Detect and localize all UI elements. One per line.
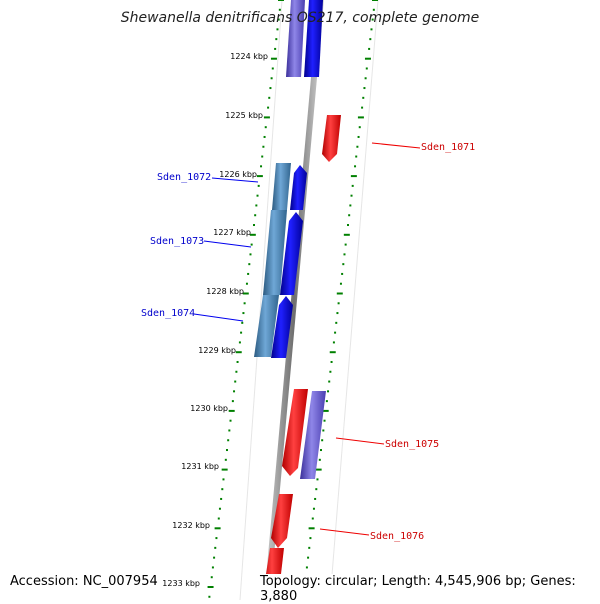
gene-sden-1075-red[interactable]: [282, 389, 308, 476]
map-title: Shewanella denitrificans OS217, complete…: [120, 10, 480, 26]
label-sden-1075[interactable]: Sden_1075: [385, 439, 439, 450]
label-sden-1074[interactable]: Sden_1074: [141, 308, 195, 319]
tick-label-1232: 1232 kbp: [172, 521, 210, 530]
tick-label-1228: 1228 kbp: [206, 287, 244, 296]
gene-sden-1074-steel[interactable]: [254, 295, 279, 357]
leader-sden-1073: [203, 240, 252, 248]
leader-sden-1075: [335, 437, 385, 445]
tick-label-1226: 1226 kbp: [219, 170, 257, 179]
label-sden-1071[interactable]: Sden_1071: [421, 142, 475, 153]
tick-label-1224: 1224 kbp: [230, 52, 268, 61]
gene-sden-1073-steel[interactable]: [263, 210, 287, 295]
tick-label-1225: 1225 kbp: [225, 111, 263, 120]
label-sden-1076[interactable]: Sden_1076: [370, 531, 424, 542]
gene-sden-1071[interactable]: [322, 115, 341, 162]
gene-labels: Sden_1071 Sden_1072 Sden_1073 Sden_1074 …: [141, 142, 475, 542]
leader-sden-1071: [371, 142, 421, 149]
scale-ticks-left: [207, 0, 284, 598]
label-sden-1072[interactable]: Sden_1072: [157, 172, 211, 183]
gene-sden-1073-blue[interactable]: [280, 212, 303, 295]
tick-label-1227: 1227 kbp: [213, 228, 251, 237]
tick-label-1231: 1231 kbp: [181, 462, 219, 471]
gene-sden-1072-steel[interactable]: [272, 163, 291, 210]
leader-sden-1076: [319, 528, 370, 536]
gene-sden-1075-slate[interactable]: [300, 391, 326, 479]
ring-outline-right: [329, 0, 379, 600]
forward-strand-genes: [254, 0, 323, 358]
leader-sden-1072: [211, 177, 259, 183]
tick-label-1229: 1229 kbp: [198, 346, 236, 355]
ring-outline-left: [239, 0, 283, 600]
label-sden-1073[interactable]: Sden_1073: [150, 236, 204, 247]
gene-block-top-blue[interactable]: [304, 0, 323, 77]
gene-sden-1074-blue[interactable]: [271, 296, 293, 358]
tick-label-1230: 1230 kbp: [190, 404, 228, 413]
accession-text: Accession: NC_007954: [8, 574, 160, 589]
leader-sden-1074: [193, 313, 244, 322]
gene-sden-1072-blue[interactable]: [290, 165, 307, 210]
genome-backbone: [264, 0, 324, 600]
genome-summary-text: Topology: circular; Length: 4,545,906 bp…: [258, 574, 600, 604]
gene-block-top-slate[interactable]: [286, 0, 305, 77]
scale-tick-labels: 1224 kbp 1225 kbp 1226 kbp 1227 kbp 1228…: [162, 52, 268, 588]
tick-label-1233: 1233 kbp: [162, 579, 200, 588]
gene-sden-1076-red-a[interactable]: [271, 494, 293, 548]
